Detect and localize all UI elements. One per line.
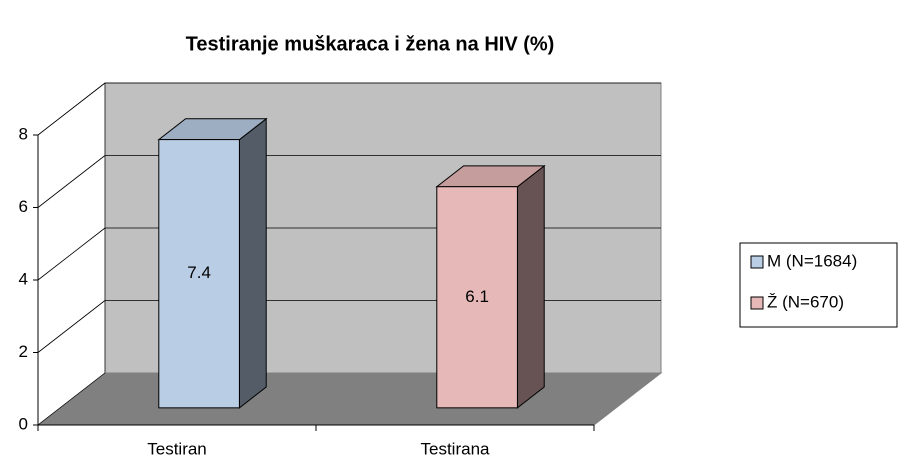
floor <box>36 372 663 426</box>
data-label: 7.4 <box>187 263 211 282</box>
x-tick-label: Testirana <box>421 439 491 458</box>
data-label: 6.1 <box>465 287 489 306</box>
legend-label: Ž (N=670) <box>767 292 844 311</box>
bar <box>158 139 240 409</box>
x-tick-label: Testiran <box>147 439 207 458</box>
bar <box>436 186 518 409</box>
chart-title: Testiranje muškaraca i žena na HIV (%) <box>186 33 555 55</box>
grid-line <box>37 82 106 136</box>
y-tick-label: 6 <box>19 197 28 216</box>
grid-line <box>37 227 106 281</box>
legend-swatch <box>750 255 764 269</box>
legend-box <box>739 242 898 328</box>
y-tick-label: 4 <box>19 269 28 288</box>
legend-label: M (N=1684) <box>767 251 857 270</box>
legend-swatch <box>750 296 764 310</box>
y-tick-label: 0 <box>19 414 28 433</box>
bar-side <box>238 117 267 409</box>
grid-line <box>37 300 106 353</box>
grid-line <box>37 155 106 208</box>
bar-side <box>516 164 545 409</box>
y-tick-label: 2 <box>19 342 28 361</box>
y-tick-label: 8 <box>19 124 28 143</box>
